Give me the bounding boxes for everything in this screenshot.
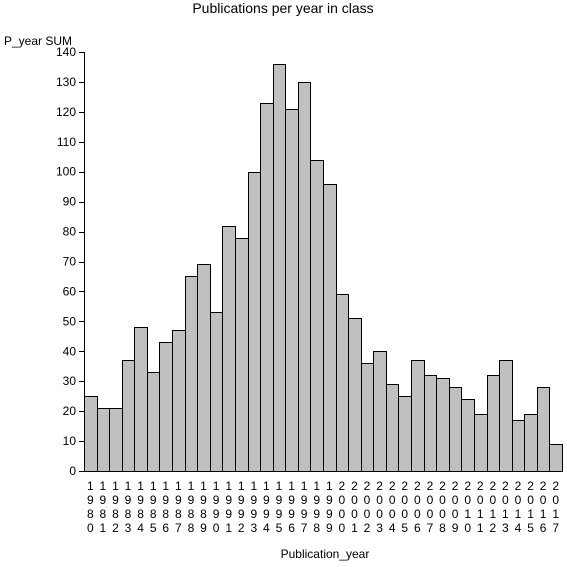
bar-1990 [210,312,223,472]
bar-1997 [298,82,311,472]
x-axis: 1 9 8 0 1 9 8 1 1 9 8 2 1 9 8 3 1 9 8 4 1 9 8 5 1 9 8 6 1 9 8 7 1 9 8 8 1 9 8 9… [87,479,559,535]
bar-1980 [84,396,98,472]
bar-1994 [260,103,274,472]
bar-1987 [172,330,186,472]
bar-2003 [373,351,387,472]
y-tick-label: 40 [63,344,77,358]
bar-1983 [122,360,135,472]
y-axis-label: P_year SUM [4,34,72,48]
bar-1996 [285,109,299,472]
y-tick-label: 120 [56,105,76,119]
bar-2012 [487,375,500,472]
y-tick-label: 0 [69,464,76,478]
bar-2014 [512,420,525,472]
y-tick-label: 100 [56,165,76,179]
y-tick-label: 130 [56,75,76,89]
bar-2000 [336,294,349,472]
x-axis-label: Publication_year [281,547,370,561]
y-tick-label: 10 [63,434,77,448]
y-tick-label: 20 [63,404,77,418]
bar-1999 [323,184,337,472]
y-tick-label: 140 [56,45,76,59]
y-tick-label: 90 [63,195,77,209]
bar-1984 [134,327,148,472]
bar-2006 [411,360,425,472]
bar-2009 [449,387,462,472]
bar-1989 [197,264,211,472]
bar-2001 [348,318,362,472]
bar-1981 [97,408,110,472]
chart-title: Publications per year in class [192,0,373,16]
bar-2016 [537,387,550,472]
bar-2015 [524,414,538,472]
bar-2004 [386,384,399,472]
y-tick-label: 80 [63,225,77,239]
bar-2008 [436,378,450,472]
bars-group [84,64,563,472]
bar-1988 [185,276,198,472]
bar-2010 [461,399,475,472]
bar-1986 [159,342,173,472]
y-tick-label: 70 [63,255,77,269]
bar-1998 [310,160,324,472]
bar-2013 [499,360,513,472]
y-axis: 0 10 20 30 40 50 60 70 80 90 100 110 120 130 140 [56,45,84,478]
bar-2011 [474,414,488,472]
bar-2007 [424,375,437,472]
bar-1985 [147,372,160,472]
y-tick-label: 30 [63,374,77,388]
bar-1982 [109,408,123,472]
y-tick-label: 110 [57,135,76,149]
bar-1992 [235,238,249,472]
bar-2002 [361,363,374,472]
bar-1993 [248,172,261,472]
y-tick-label: 50 [63,314,77,328]
bar-1991 [222,226,236,472]
bar-2005 [398,396,412,472]
bar-2017 [549,444,563,472]
bar-1995 [273,64,286,472]
y-tick-label: 60 [63,284,77,298]
